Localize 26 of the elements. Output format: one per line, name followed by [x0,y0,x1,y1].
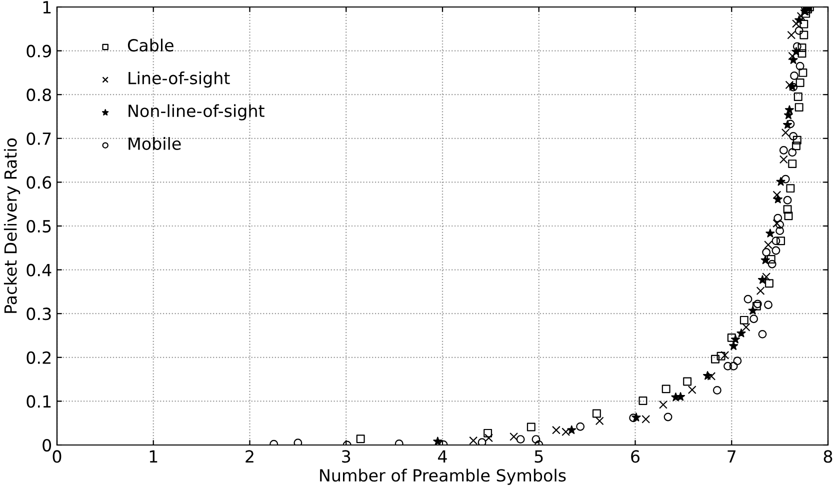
x-tick-label: 3 [342,450,350,463]
y-tick-label: 0.3 [26,308,51,320]
x-axis-title: Number of Preamble Symbols [320,468,566,485]
y-tick-label: 0.4 [26,264,52,276]
legend-label: Line-of-sight [128,71,230,88]
x-tick-label: 8 [824,450,832,463]
y-tick-label: 0.5 [26,220,51,233]
x-tick-label: 1 [150,450,158,463]
y-tick-label: 0.9 [26,44,51,58]
y-axis-title: Packet Delivery Ratio [4,138,20,313]
x-tick-label: 2 [246,450,254,463]
legend-label: Cable [128,38,174,52]
legend-label: Non-line-of-sight [128,104,264,120]
x-tick-label: 5 [534,450,543,463]
y-tick-label: 0.1 [26,395,51,408]
y-tick-label: 1 [43,1,51,14]
x-tick-label: 7 [728,450,736,463]
x-tick-label: 6 [631,450,640,463]
y-tick-label: 0.6 [26,176,52,189]
y-tick-label: 0.8 [26,88,51,102]
y-tick-label: 0.2 [26,351,50,364]
legend-label: Mobile [128,137,181,150]
x-tick-label: 0 [52,450,62,463]
x-tick-label: 4 [438,450,447,463]
y-tick-label: 0.7 [26,132,51,145]
y-tick-label: 0 [42,438,52,452]
